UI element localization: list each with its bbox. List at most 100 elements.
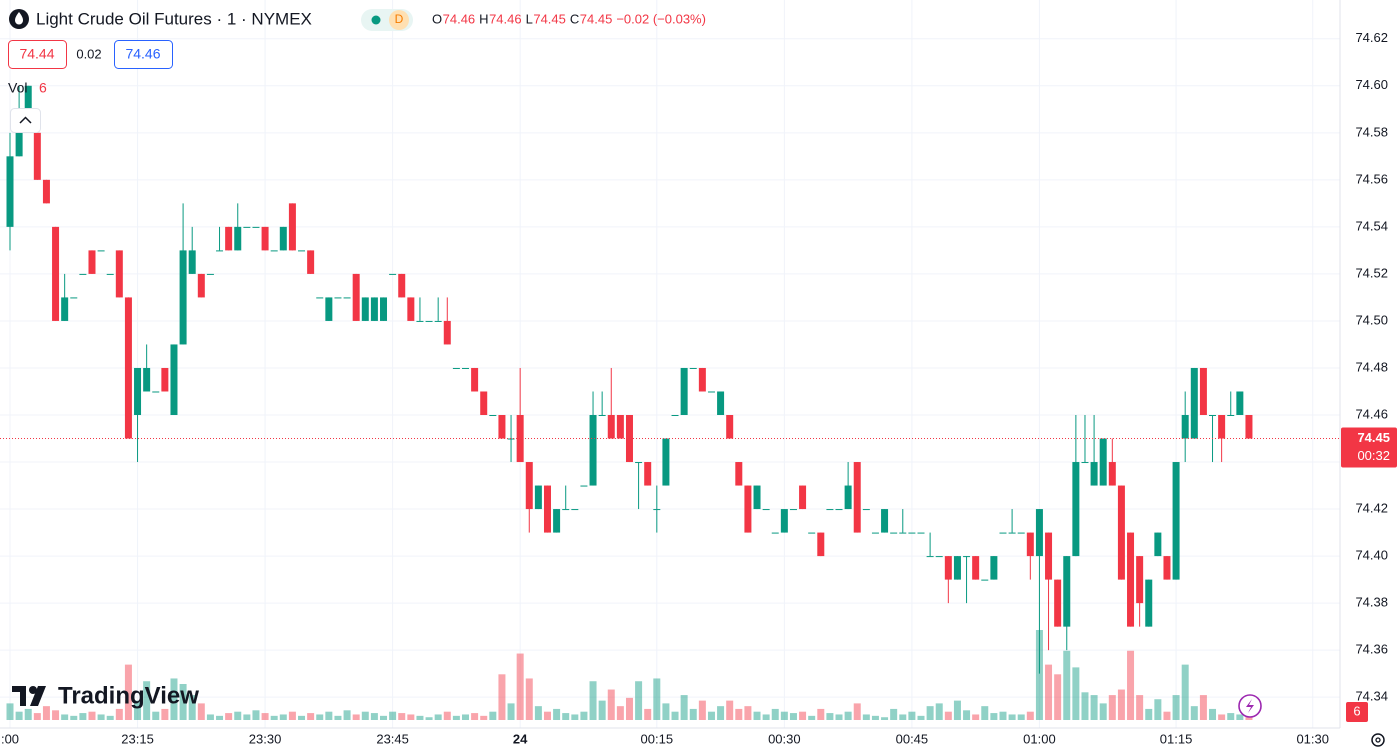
volume-bar <box>762 714 770 720</box>
logo-mark <box>29 686 37 694</box>
candle-body <box>1108 462 1116 486</box>
ohlc-legend: O 74.46 H 74.46 L 74.45 C 74.45 −0.02 (−0.03%) <box>432 11 706 26</box>
volume-bar <box>279 714 287 720</box>
volume-bar <box>1008 714 1016 720</box>
volume-bar <box>115 708 123 720</box>
candle-body <box>507 438 515 440</box>
volume-bar <box>744 706 752 720</box>
y-tick-label: 74.48 <box>1355 359 1388 374</box>
candle-body <box>589 415 597 486</box>
candle-body <box>890 532 898 534</box>
candle-body <box>735 462 743 486</box>
candle-body <box>680 367 688 416</box>
volume-bar <box>1117 689 1125 720</box>
legend-value: 74.46 <box>489 11 522 26</box>
volume-bar <box>799 711 807 720</box>
candle-body <box>216 250 224 252</box>
volume-bar <box>1017 714 1025 720</box>
candle-body <box>580 485 588 487</box>
candle-body <box>261 226 269 251</box>
logo-mark <box>12 686 26 706</box>
candle-body <box>534 485 542 510</box>
candle-body <box>844 485 852 510</box>
candle-body <box>598 415 606 417</box>
candle-body <box>161 367 169 392</box>
volume-bar <box>890 708 898 720</box>
candle-body <box>188 250 196 274</box>
volume-bar <box>398 713 406 720</box>
volume-bar <box>726 700 734 720</box>
candle-body <box>1035 509 1043 557</box>
brand-logo[interactable]: TradingView <box>12 682 199 709</box>
last-price-label: 74.45 <box>1357 430 1390 445</box>
candle-body <box>334 297 342 299</box>
candle-body <box>516 415 524 463</box>
candle-body <box>644 462 652 486</box>
candle-body <box>917 532 925 534</box>
candle-body <box>452 367 460 369</box>
legend-key: H <box>479 11 488 26</box>
volume-bar <box>553 708 561 720</box>
volume-bar <box>999 711 1007 720</box>
candle-body <box>1218 415 1226 439</box>
candle-body <box>744 485 752 533</box>
volume-badge-box <box>1346 702 1368 722</box>
ask-box[interactable] <box>114 40 173 69</box>
volume-bar <box>1154 699 1162 720</box>
legend-value: 74.45 <box>580 11 613 26</box>
candle-body <box>762 509 770 511</box>
candle-body <box>1063 556 1071 627</box>
volume-bar <box>780 711 788 720</box>
volume-badge: 6 <box>1353 703 1360 718</box>
candle-body <box>1017 532 1025 534</box>
y-tick-label: 74.46 <box>1355 406 1388 421</box>
settings-button[interactable] <box>1371 733 1385 747</box>
volume-bar <box>97 714 105 720</box>
x-tick-label: 23:15 <box>121 731 154 746</box>
volume-bar <box>908 711 916 720</box>
volume-bar <box>243 714 251 720</box>
volume-bar <box>598 700 606 720</box>
volume-bar <box>1181 664 1189 720</box>
candle-body <box>52 226 60 321</box>
bid-box[interactable] <box>8 40 67 69</box>
candle-body <box>944 556 952 580</box>
candle-body <box>252 226 260 228</box>
candle-body <box>398 273 406 298</box>
candle-body <box>780 509 788 533</box>
candle-body <box>1136 556 1144 604</box>
candle-body <box>990 556 998 580</box>
collapse-button[interactable] <box>10 108 41 133</box>
candle-body <box>698 367 706 392</box>
volume-bar <box>70 715 78 720</box>
x-tick-label: 01:15 <box>1160 731 1193 746</box>
volume-bar <box>206 714 214 720</box>
candle-body <box>307 250 315 274</box>
delay-badge-bg <box>389 10 409 30</box>
candle-body <box>1117 485 1125 580</box>
volume-bar <box>935 703 943 720</box>
candle-body <box>1199 367 1207 416</box>
candle-body <box>115 250 123 298</box>
candle-body <box>1127 532 1135 627</box>
volume-bar <box>1063 650 1071 720</box>
candle-body <box>1163 556 1171 580</box>
candle-body <box>316 297 324 299</box>
volume-bar <box>370 713 378 720</box>
chart-title[interactable]: Light Crude Oil Futures · 1 · NYMEX <box>36 9 312 28</box>
volume-bar <box>179 684 187 720</box>
volume-bar <box>452 715 460 720</box>
candle-body <box>143 367 151 392</box>
legend-value: 74.46 <box>443 11 476 26</box>
volume-bar <box>680 695 688 720</box>
volume-bar <box>1035 630 1043 720</box>
volume-bar <box>753 711 761 720</box>
volume-bar <box>343 710 351 720</box>
volume-bar <box>589 681 597 720</box>
candle-body <box>1236 391 1244 416</box>
volume-bar <box>352 714 360 720</box>
volume-bar <box>6 703 14 720</box>
bid-price: 74.44 <box>19 46 54 62</box>
candle-body <box>343 297 351 299</box>
